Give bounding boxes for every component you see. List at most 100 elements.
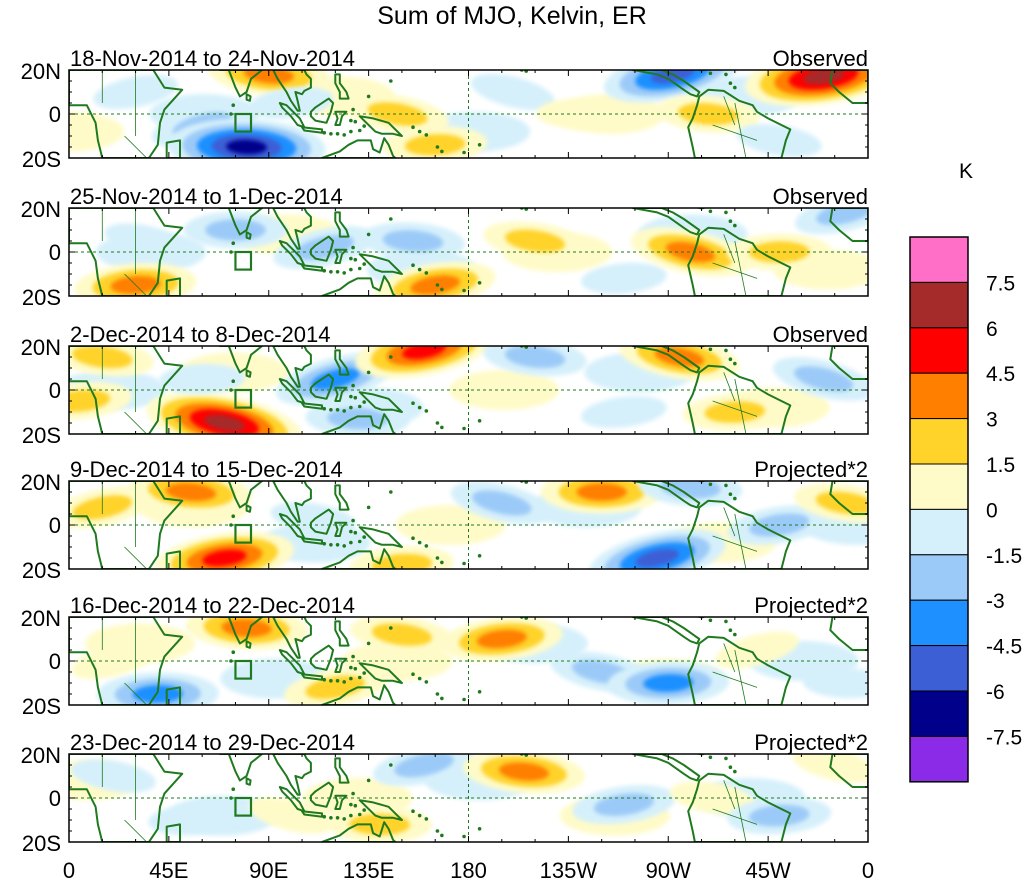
island-marker (353, 395, 358, 400)
anomaly-contour (270, 501, 356, 535)
south-america-outline (687, 635, 792, 705)
island-marker (351, 383, 355, 388)
central-america-outline (631, 70, 701, 98)
island-marker (351, 107, 355, 112)
island-marker (708, 209, 713, 214)
central-america-outline (631, 208, 701, 236)
island-marker (329, 132, 333, 136)
philippines-outline (334, 349, 350, 376)
y-tick-label: 0 (49, 240, 61, 265)
island-marker (724, 756, 728, 761)
island-marker (484, 842, 488, 846)
island-marker (440, 149, 444, 154)
australia-outline (321, 137, 397, 158)
island-marker (417, 813, 422, 818)
anomaly-contour (815, 491, 868, 515)
island-marker (351, 518, 355, 523)
island-marker (353, 666, 358, 671)
coastlines (69, 754, 868, 846)
y-tick-label: 20S (22, 831, 61, 856)
anomaly-field (69, 481, 868, 569)
india-outline (218, 754, 264, 782)
anomaly-field (69, 346, 868, 434)
colorbar-label: -4.5 (986, 636, 1022, 659)
country-boundary (734, 378, 747, 434)
panel-date-range: 2-Dec-2014 to 8-Dec-2014 (70, 322, 330, 347)
island-marker (728, 81, 733, 85)
madagascar-outline (165, 550, 181, 569)
new-guinea-outline (358, 662, 403, 684)
y-tick-label: 20S (22, 147, 61, 172)
country-boundary (124, 273, 147, 296)
philippines-outline (334, 211, 350, 238)
y-tick-label: 20S (22, 285, 61, 310)
x-tick-label: 180 (450, 858, 487, 883)
country-boundary (124, 546, 147, 569)
island-marker (389, 763, 393, 767)
island-marker (728, 357, 733, 362)
country-boundary (734, 786, 747, 842)
sulawesi-outline (334, 110, 348, 126)
java-outline (301, 673, 323, 681)
island-marker (349, 676, 353, 681)
country-boundary (712, 808, 758, 825)
anomaly-contour (576, 483, 627, 501)
island-marker (733, 361, 737, 366)
country-boundary (712, 124, 758, 141)
colorbar-units: K (959, 160, 973, 183)
anomaly-contour (472, 490, 532, 516)
island-marker (411, 401, 415, 406)
island-marker (357, 404, 362, 409)
panel-status: Observed (773, 46, 868, 71)
java-outline (301, 537, 323, 545)
island-marker (484, 296, 488, 300)
island-marker (733, 769, 737, 774)
island-marker (477, 690, 482, 694)
island-marker (351, 245, 355, 250)
panel-date-range: 18-Nov-2014 to 24-Nov-2014 (70, 46, 355, 71)
madagascar-outline (165, 139, 181, 158)
panel-date-range: 16-Dec-2014 to 22-Dec-2014 (70, 593, 355, 618)
australia-outline (321, 413, 397, 434)
island-marker (389, 217, 393, 221)
philippines-outline (334, 757, 350, 784)
island-marker (366, 641, 371, 646)
island-marker (484, 158, 488, 162)
x-tick-label: 0 (63, 858, 75, 883)
country-boundary (124, 135, 147, 158)
anomaly-contour (226, 139, 268, 155)
java-outline (301, 810, 323, 818)
west-africa-coast-outline (829, 208, 868, 242)
colorbar-swatch (909, 281, 969, 329)
island-marker (462, 697, 466, 702)
island-marker (484, 434, 488, 438)
java-outline (301, 264, 323, 272)
country-boundary (723, 96, 736, 126)
sri-lanka-outline (245, 231, 252, 240)
island-marker (362, 671, 366, 675)
west-africa-coast-outline (829, 346, 868, 380)
island-marker (329, 270, 333, 274)
island-marker (708, 71, 713, 76)
island-marker (231, 650, 236, 654)
island-marker (435, 556, 440, 560)
island-marker (366, 232, 371, 237)
island-marker (389, 626, 393, 630)
island-marker (417, 267, 422, 272)
country-boundary (734, 649, 747, 705)
anomaly-contour (204, 414, 245, 432)
anomaly-contour (367, 102, 428, 126)
island-marker (342, 409, 347, 413)
anomaly-contour (581, 396, 667, 428)
y-tick-label: 20S (22, 694, 61, 719)
australia-outline (321, 684, 397, 705)
anomaly-contour (635, 548, 680, 568)
new-guinea-outline (358, 115, 403, 137)
island-marker (724, 483, 728, 488)
island-marker (349, 529, 353, 534)
y-tick-label: 0 (49, 786, 61, 811)
colorbar: 7.5 6 4.5 3 1.5 0 -1.5 -3 -4.5 -6 -7.5 (909, 236, 1022, 783)
colorbar-swatch (909, 372, 969, 420)
chart-title: Sum of MJO, Kelvin, ER (377, 2, 647, 30)
country-boundary (723, 507, 736, 537)
